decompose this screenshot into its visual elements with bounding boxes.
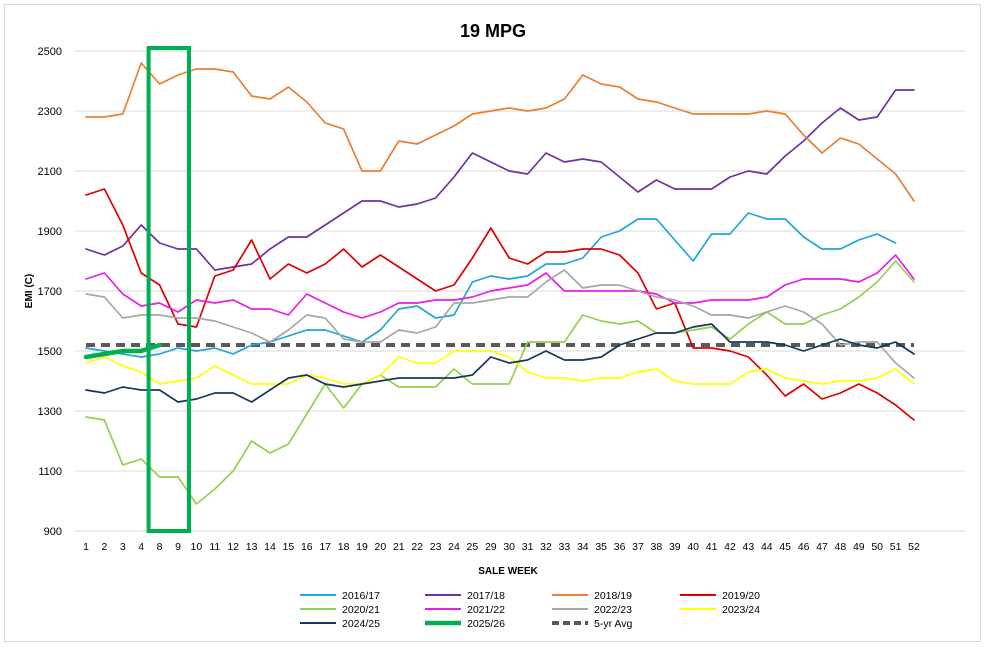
y-tick-labels: 900 1100 1300 1500 1700 1900 2100 2300 2500	[38, 46, 62, 538]
x-tick-label: 21	[393, 541, 405, 553]
x-tick-label: 40	[687, 541, 699, 553]
x-tick-labels: 1 2 3 4 8 9 10 11 12 13 14 15 16 17 18 19 20 21 22 23 24 25 29…	[83, 541, 920, 553]
legend-label: 2018/19	[594, 590, 632, 602]
x-tick-label: 1	[83, 541, 89, 553]
x-tick-label: 3	[120, 541, 126, 553]
legend-label: 2021/22	[467, 604, 505, 616]
series-line-2023-24	[85, 350, 915, 385]
x-tick-label: 29	[485, 541, 497, 553]
x-tick-label: 22	[411, 541, 423, 553]
legend-item: 2024/25	[300, 618, 380, 630]
legend-label: 2019/20	[722, 590, 760, 602]
y-tick-label: 1700	[38, 286, 62, 298]
y-tick-label: 2500	[38, 46, 62, 58]
series-line-2020-21	[85, 260, 915, 505]
highlight-box	[146, 46, 192, 533]
x-tick-label: 30	[503, 541, 515, 553]
series-line-2017-18	[85, 89, 915, 271]
x-tick-label: 18	[338, 541, 350, 553]
x-tick-label: 50	[871, 541, 883, 553]
x-tick-label: 38	[651, 541, 663, 553]
x-tick-label: 10	[191, 541, 203, 553]
series-line-2019-20	[85, 188, 915, 421]
legend-label: 2024/25	[342, 618, 380, 630]
y-tick-label: 900	[44, 526, 62, 538]
y-tick-label: 1900	[38, 226, 62, 238]
legend-item: 2021/22	[425, 604, 505, 616]
series-line-2021-22	[85, 254, 915, 319]
y-tick-label: 2100	[38, 166, 62, 178]
x-tick-label: 37	[632, 541, 644, 553]
series-line-2022-23	[85, 269, 915, 379]
series-line-2024-25	[85, 323, 915, 403]
x-axis-label: SALE WEEK	[478, 566, 538, 577]
legend-item: 2025/26	[425, 618, 505, 630]
x-tick-label: 51	[890, 541, 902, 553]
x-tick-label: 36	[614, 541, 626, 553]
x-tick-label: 45	[779, 541, 791, 553]
x-tick-label: 39	[669, 541, 681, 553]
x-tick-label: 34	[577, 541, 589, 553]
x-tick-label: 20	[375, 541, 387, 553]
x-tick-label: 44	[761, 541, 773, 553]
x-tick-label: 8	[157, 541, 163, 553]
series-line-2018-19	[85, 62, 915, 202]
x-tick-label: 11	[209, 541, 220, 553]
legend-label: 2016/17	[342, 590, 380, 602]
x-tick-label: 47	[816, 541, 828, 553]
y-tick-label: 2300	[38, 106, 62, 118]
x-tick-label: 19	[356, 541, 368, 553]
legend-item: 2019/20	[680, 590, 760, 602]
x-tick-label: 35	[595, 541, 607, 553]
legend-item: 2016/17	[300, 590, 380, 602]
legend-label: 2022/23	[594, 604, 632, 616]
legend-label: 2017/18	[467, 590, 505, 602]
x-tick-label: 33	[559, 541, 571, 553]
legend: 2016/17 2017/18 2018/19 2019/20 2020/21 2021/…	[300, 590, 760, 630]
x-tick-label: 42	[724, 541, 736, 553]
gridlines	[75, 50, 965, 532]
legend-item: 2018/19	[552, 590, 632, 602]
x-tick-label: 41	[706, 541, 718, 553]
x-tick-label: 32	[540, 541, 552, 553]
x-tick-label: 43	[743, 541, 755, 553]
y-tick-label: 1300	[38, 406, 62, 418]
x-tick-label: 48	[835, 541, 847, 553]
legend-label: 2023/24	[722, 604, 760, 616]
x-tick-label: 17	[319, 541, 331, 553]
x-tick-label: 49	[853, 541, 865, 553]
x-tick-label: 4	[138, 541, 144, 553]
y-tick-label: 1500	[38, 346, 62, 358]
x-tick-label: 14	[264, 541, 276, 553]
legend-item: 2023/24	[680, 604, 760, 616]
y-axis-label: EMI (C)	[24, 274, 35, 308]
x-tick-label: 15	[283, 541, 295, 553]
x-tick-label: 46	[798, 541, 810, 553]
legend-item: 2022/23	[552, 604, 632, 616]
legend-label: 2025/26	[467, 618, 505, 630]
legend-label: 5-yr Avg	[594, 618, 632, 630]
legend-item: 2020/21	[300, 604, 380, 616]
legend-item: 2017/18	[425, 590, 505, 602]
x-tick-label: 16	[301, 541, 313, 553]
x-tick-label: 2	[101, 541, 107, 553]
x-tick-label: 23	[430, 541, 442, 553]
x-tick-label: 25	[467, 541, 479, 553]
x-tick-label: 52	[908, 541, 920, 553]
x-tick-label: 12	[227, 541, 239, 553]
series-line-2016-17	[85, 212, 897, 358]
chart-title: 19 MPG	[460, 21, 526, 41]
x-tick-label: 31	[522, 541, 534, 553]
x-tick-label: 13	[246, 541, 258, 553]
highlight-rect	[146, 46, 192, 533]
series-lines	[83, 62, 915, 505]
legend-item: 5-yr Avg	[552, 618, 632, 630]
legend-label: 2020/21	[342, 604, 380, 616]
y-tick-label: 1100	[38, 466, 62, 478]
x-tick-label: 24	[448, 541, 460, 553]
x-tick-label: 9	[175, 541, 181, 553]
